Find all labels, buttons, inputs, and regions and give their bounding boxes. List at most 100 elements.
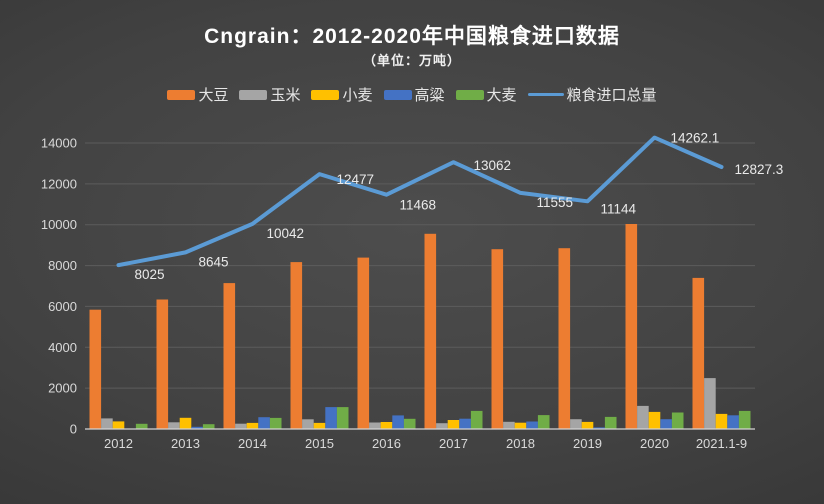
bar-wheat-2013: [179, 417, 192, 429]
bar-corn-2014: [235, 423, 247, 429]
y-axis-label: 2000: [48, 381, 77, 396]
bar-wheat-2012: [112, 421, 125, 429]
legend-item-barley: 大麦: [455, 84, 517, 105]
bar-barley-2012: [135, 423, 148, 429]
legend-swatch-sorghum: [383, 89, 412, 100]
bar-sorghum-2014: [258, 417, 270, 429]
y-axis-label: 4000: [48, 340, 77, 355]
legend-swatch-corn: [239, 89, 268, 100]
legend-swatch-soybean: [167, 89, 196, 100]
bar-wheat-2021.1-9: [715, 413, 728, 429]
bar-corn-2020: [637, 405, 649, 429]
y-axis-label: 0: [70, 422, 77, 437]
x-axis-label: 2014: [238, 436, 267, 451]
x-axis-label: 2020: [640, 436, 669, 451]
x-axis-label: 2013: [171, 436, 200, 451]
bar-corn-2019: [570, 419, 582, 429]
x-axis-label: 2017: [439, 436, 468, 451]
bar-barley-2017: [470, 410, 483, 429]
legend-label-wheat: 小麦: [342, 87, 373, 104]
line-data-label: 14262.1: [671, 131, 720, 146]
legend-item-wheat: 小麦: [311, 84, 373, 105]
x-axis-label: 2018: [506, 436, 535, 451]
legend-label-sorghum: 高粱: [414, 87, 445, 104]
bar-sorghum-2018: [526, 421, 538, 429]
bar-sorghum-2016: [392, 415, 404, 429]
bar-soybean-2019: [558, 248, 571, 429]
legend-item-corn: 玉米: [239, 84, 300, 105]
line-data-label: 11144: [601, 201, 637, 216]
x-axis-label: 2019: [573, 436, 602, 451]
bar-barley-2020: [671, 412, 684, 429]
bar-wheat-2016: [380, 422, 393, 429]
bar-wheat-2014: [246, 422, 259, 429]
line-data-label: 12477: [337, 172, 375, 187]
legend-item-total-grain-imports: 粮食进口总量: [527, 84, 657, 105]
bar-corn-2016: [369, 422, 381, 429]
bar-wheat-2015: [313, 422, 326, 429]
bar-barley-2019: [604, 416, 617, 429]
bar-soybean-2021.1-9: [692, 277, 705, 429]
x-axis-label: 2021.1-9: [696, 436, 747, 451]
y-axis-label: 8000: [48, 258, 77, 273]
bar-soybean-2020: [625, 224, 638, 429]
legend-label-soybean: 大豆: [198, 87, 229, 104]
bar-barley-2015: [336, 407, 349, 429]
bar-corn-2017: [436, 423, 448, 429]
x-axis-label: 2012: [104, 436, 133, 451]
bar-barley-2021.1-9: [738, 410, 751, 429]
x-axis-label: 2015: [305, 436, 334, 451]
chart-subtitle: （单位：万吨）: [362, 53, 461, 68]
legend-label-corn: 玉米: [270, 87, 301, 104]
line-data-label: 10042: [267, 226, 305, 241]
bar-soybean-2017: [424, 233, 437, 429]
bar-sorghum-2017: [459, 418, 471, 429]
bar-barley-2018: [537, 415, 550, 429]
chart-legend: 大豆 玉米 小麦 高粱 大麦 粮食进口总量: [0, 84, 824, 105]
bar-wheat-2019: [581, 421, 594, 429]
bar-wheat-2017: [447, 420, 460, 429]
bar-sorghum-2019: [593, 427, 605, 429]
bar-corn-2021.1-9: [704, 378, 716, 429]
legend-swatch-total-grain-imports: [527, 92, 564, 97]
legend-item-sorghum: 高粱: [383, 84, 445, 105]
bar-soybean-2018: [491, 249, 504, 429]
bar-barley-2016: [403, 418, 416, 429]
bar-soybean-2013: [156, 299, 169, 429]
y-axis-label: 14000: [41, 136, 77, 151]
line-data-label: 11555: [537, 195, 574, 210]
bar-soybean-2016: [357, 257, 370, 429]
legend-label-total-grain-imports: 粮食进口总量: [566, 87, 657, 104]
legend-swatch-barley: [455, 89, 484, 100]
legend-label-barley: 大麦: [486, 87, 517, 104]
bar-corn-2012: [101, 418, 113, 429]
bar-sorghum-2021.1-9: [727, 415, 739, 429]
bar-corn-2013: [168, 422, 180, 429]
bar-soybean-2014: [223, 283, 236, 429]
bar-corn-2018: [503, 421, 515, 429]
y-axis-label: 10000: [41, 217, 77, 232]
line-data-label: 12827.3: [735, 162, 784, 177]
x-axis-label: 2016: [372, 436, 401, 451]
bar-barley-2013: [202, 424, 215, 429]
legend-swatch-wheat: [311, 89, 340, 100]
bar-sorghum-2013: [191, 426, 203, 429]
bar-wheat-2018: [514, 422, 527, 429]
legend-item-soybean: 大豆: [167, 84, 228, 105]
bar-wheat-2020: [648, 411, 661, 429]
line-data-label: 13062: [474, 158, 512, 173]
bar-corn-2015: [302, 419, 314, 429]
bar-sorghum-2015: [325, 407, 337, 429]
line-data-label: 11468: [400, 198, 437, 213]
total-imports-line: [116, 135, 724, 268]
line-data-label: 8025: [135, 267, 165, 282]
y-axis-label: 6000: [48, 299, 77, 314]
bar-barley-2014: [269, 417, 282, 429]
bar-soybean-2015: [290, 262, 303, 429]
bar-soybean-2012: [89, 309, 102, 429]
y-axis-label: 12000: [41, 176, 77, 191]
line-data-label: 8645: [199, 254, 229, 269]
bar-sorghum-2020: [660, 419, 672, 429]
